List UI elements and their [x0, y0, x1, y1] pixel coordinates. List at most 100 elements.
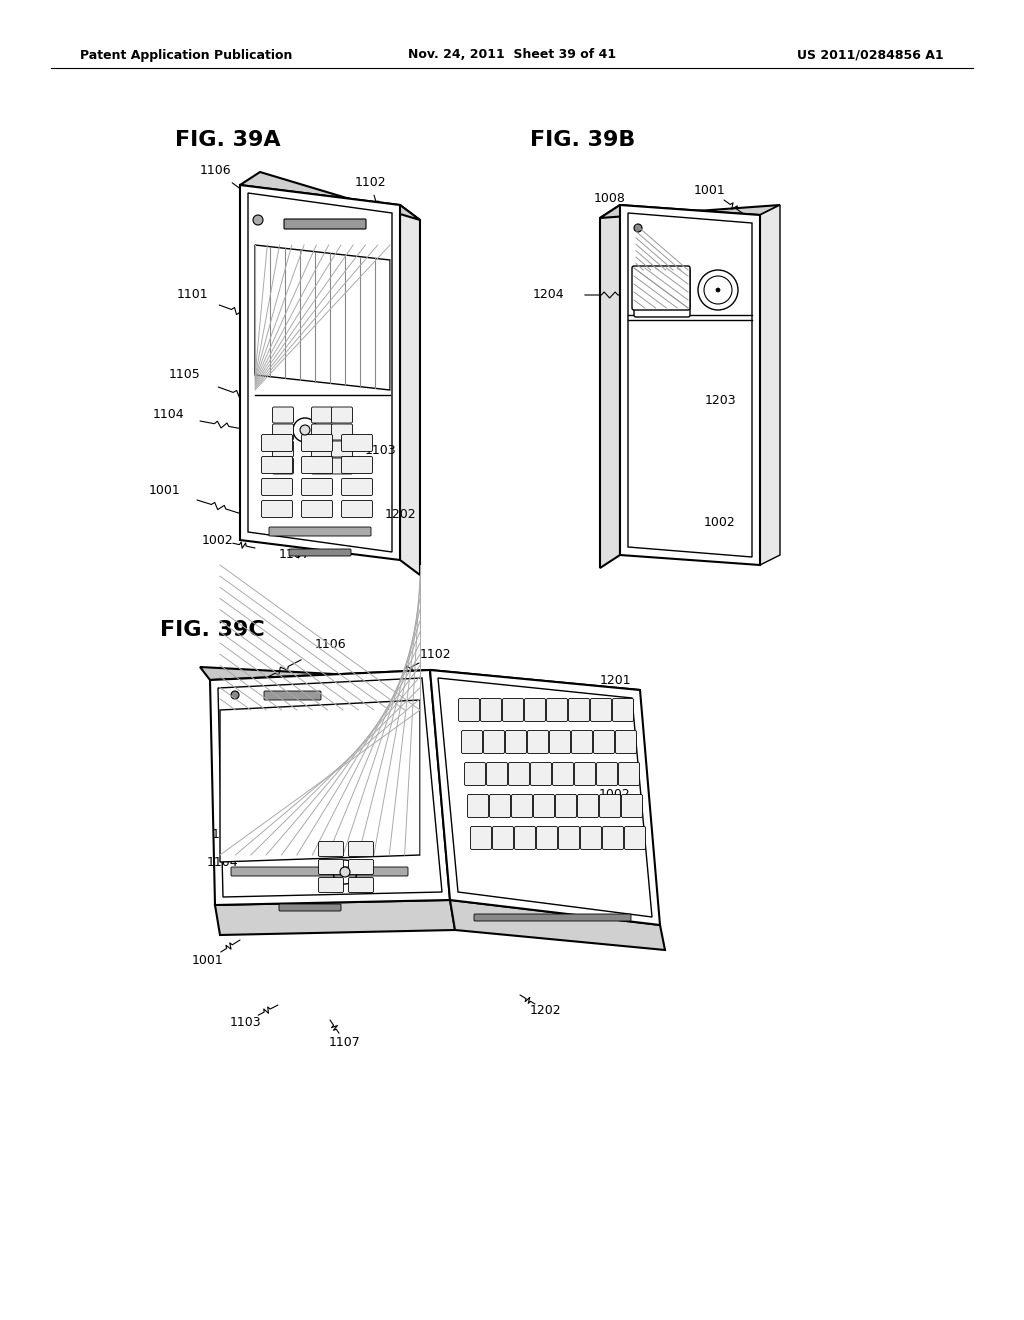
FancyBboxPatch shape — [332, 424, 352, 440]
FancyBboxPatch shape — [625, 826, 645, 850]
FancyBboxPatch shape — [622, 795, 642, 817]
FancyBboxPatch shape — [612, 698, 634, 722]
FancyBboxPatch shape — [534, 795, 555, 817]
Text: 1106: 1106 — [200, 164, 230, 177]
Text: 1102: 1102 — [419, 648, 451, 661]
FancyBboxPatch shape — [470, 826, 492, 850]
Text: 1106: 1106 — [314, 639, 346, 652]
Text: 1008: 1008 — [594, 191, 626, 205]
FancyBboxPatch shape — [341, 434, 373, 451]
FancyBboxPatch shape — [509, 763, 529, 785]
Text: 1001: 1001 — [694, 183, 726, 197]
FancyBboxPatch shape — [301, 457, 333, 474]
FancyBboxPatch shape — [489, 795, 511, 817]
FancyBboxPatch shape — [486, 763, 508, 785]
FancyBboxPatch shape — [503, 698, 523, 722]
Polygon shape — [240, 185, 400, 560]
Text: FIG. 39C: FIG. 39C — [160, 620, 265, 640]
FancyBboxPatch shape — [279, 904, 341, 911]
FancyBboxPatch shape — [284, 219, 366, 228]
Text: 1103: 1103 — [229, 1015, 261, 1028]
FancyBboxPatch shape — [462, 730, 482, 754]
FancyBboxPatch shape — [272, 407, 294, 422]
Text: 1001: 1001 — [150, 483, 181, 496]
Circle shape — [340, 867, 350, 876]
FancyBboxPatch shape — [348, 842, 374, 857]
FancyBboxPatch shape — [318, 859, 343, 874]
FancyBboxPatch shape — [272, 441, 294, 457]
Text: 1105: 1105 — [169, 368, 201, 381]
FancyBboxPatch shape — [264, 690, 321, 700]
FancyBboxPatch shape — [568, 698, 590, 722]
FancyBboxPatch shape — [581, 826, 601, 850]
FancyBboxPatch shape — [524, 698, 546, 722]
FancyBboxPatch shape — [574, 763, 596, 785]
FancyBboxPatch shape — [311, 424, 333, 440]
FancyBboxPatch shape — [341, 500, 373, 517]
FancyBboxPatch shape — [602, 826, 624, 850]
FancyBboxPatch shape — [301, 434, 333, 451]
FancyBboxPatch shape — [459, 698, 479, 722]
Text: 1202: 1202 — [384, 508, 416, 521]
FancyBboxPatch shape — [301, 479, 333, 495]
FancyBboxPatch shape — [553, 763, 573, 785]
FancyBboxPatch shape — [493, 826, 513, 850]
FancyBboxPatch shape — [311, 458, 333, 474]
FancyBboxPatch shape — [578, 795, 598, 817]
FancyBboxPatch shape — [480, 698, 502, 722]
Text: 1101: 1101 — [176, 289, 208, 301]
Text: 1002: 1002 — [202, 533, 233, 546]
Text: 1105: 1105 — [212, 829, 244, 842]
Polygon shape — [620, 205, 760, 565]
FancyBboxPatch shape — [512, 795, 532, 817]
FancyBboxPatch shape — [597, 763, 617, 785]
FancyBboxPatch shape — [555, 795, 577, 817]
Text: Nov. 24, 2011  Sheet 39 of 41: Nov. 24, 2011 Sheet 39 of 41 — [408, 49, 616, 62]
Polygon shape — [400, 205, 420, 576]
FancyBboxPatch shape — [514, 826, 536, 850]
Circle shape — [698, 271, 738, 310]
FancyBboxPatch shape — [332, 441, 352, 457]
FancyBboxPatch shape — [318, 878, 343, 892]
Polygon shape — [210, 671, 450, 906]
FancyBboxPatch shape — [474, 913, 631, 921]
FancyBboxPatch shape — [348, 859, 374, 874]
Text: 1107: 1107 — [280, 549, 311, 561]
Polygon shape — [200, 667, 640, 690]
Circle shape — [716, 288, 720, 292]
Text: FIG. 39B: FIG. 39B — [530, 129, 635, 150]
FancyBboxPatch shape — [527, 730, 549, 754]
Text: 1203: 1203 — [705, 393, 736, 407]
FancyBboxPatch shape — [632, 267, 690, 310]
FancyBboxPatch shape — [269, 527, 371, 536]
Text: 1104: 1104 — [206, 855, 238, 869]
FancyBboxPatch shape — [301, 500, 333, 517]
Text: 1107: 1107 — [329, 1035, 360, 1048]
FancyBboxPatch shape — [530, 763, 552, 785]
Text: 1201: 1201 — [599, 673, 631, 686]
FancyBboxPatch shape — [634, 268, 690, 317]
FancyBboxPatch shape — [591, 698, 611, 722]
Circle shape — [231, 690, 239, 700]
Circle shape — [300, 425, 310, 436]
FancyBboxPatch shape — [261, 434, 293, 451]
Polygon shape — [215, 900, 455, 935]
FancyBboxPatch shape — [272, 424, 294, 440]
FancyBboxPatch shape — [341, 479, 373, 495]
FancyBboxPatch shape — [272, 458, 294, 474]
FancyBboxPatch shape — [261, 479, 293, 495]
FancyBboxPatch shape — [468, 795, 488, 817]
Text: 1103: 1103 — [365, 444, 396, 457]
Text: 1102: 1102 — [354, 176, 386, 189]
FancyBboxPatch shape — [289, 549, 351, 556]
FancyBboxPatch shape — [261, 500, 293, 517]
Polygon shape — [220, 700, 420, 862]
Text: 1002: 1002 — [705, 516, 736, 528]
Polygon shape — [760, 205, 780, 565]
FancyBboxPatch shape — [594, 730, 614, 754]
Polygon shape — [430, 671, 660, 925]
Text: Patent Application Publication: Patent Application Publication — [80, 49, 293, 62]
FancyBboxPatch shape — [332, 458, 352, 474]
FancyBboxPatch shape — [537, 826, 557, 850]
Polygon shape — [450, 900, 665, 950]
